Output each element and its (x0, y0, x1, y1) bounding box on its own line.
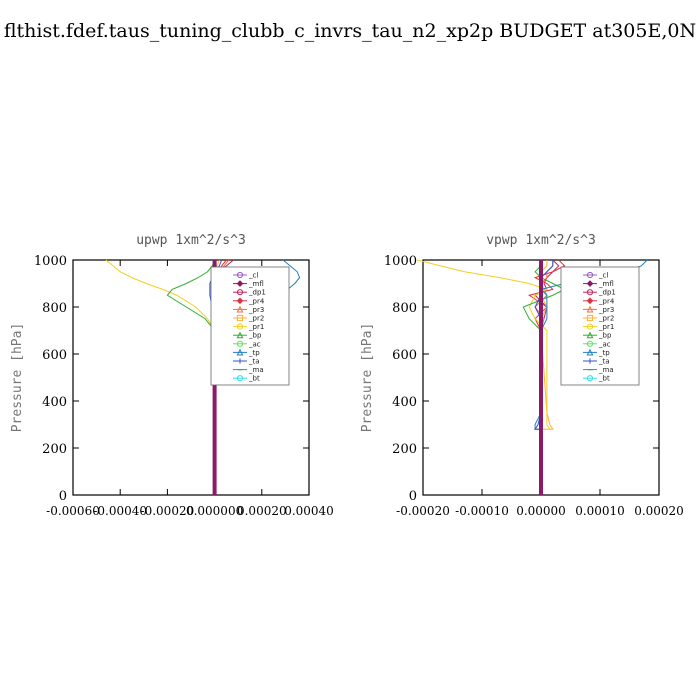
panel-2-ylabel: Pressure [hPa] (360, 323, 375, 433)
panel-2-ytick-label: 200 (392, 442, 417, 457)
panel-1-legend-marker-pr2 (236, 314, 244, 322)
panel-2-legend-label-cl: _cl (598, 272, 608, 280)
panel-2-series-pr3-line (534, 260, 554, 430)
panel-1-ytick-label: 600 (42, 348, 67, 363)
panel-1-legend-marker-mfl (236, 280, 244, 287)
panel-2-legend-marker-pr2 (586, 314, 594, 322)
panel-1-legend-marker-cl (236, 271, 244, 279)
panel-1-legend-marker-ta (237, 358, 243, 364)
panel-2-legend-marker-ac (586, 340, 594, 347)
panel-2-legend-label-pr1: _pr1 (598, 323, 614, 331)
panel-1-series-bp-line (166, 259, 216, 332)
panel-1-xtick-label: -0.00060 (46, 504, 100, 518)
panel-1-xtick-label: 0.00040 (284, 504, 334, 518)
panel-1-legend-marker-ac (236, 340, 244, 347)
panel-2-ytick-label: 1000 (384, 254, 417, 269)
panel-1-title: upwp 1xm^2/s^3 (136, 233, 246, 248)
panel-1-legend-label-pr2: _pr2 (248, 315, 264, 323)
panel-1-legend-marker-pr3 (236, 305, 244, 313)
panel-2-legend-marker-cl (586, 271, 594, 279)
panel-1-legend-label-mfl: _mfl (248, 280, 264, 288)
panel-1-xtick-label: 0.00020 (237, 504, 287, 518)
panel-1-legend-label-ac: _ac (248, 340, 261, 348)
panel-1-legend-label-pr3: _pr3 (248, 306, 264, 314)
panel-2-xtick-label: 0.00000 (516, 504, 566, 518)
panel-2-legend-label-bp: _bp (598, 332, 612, 340)
panel-1-legend-marker-pr4 (236, 297, 244, 305)
panel-1-legend-label-pr4: _pr4 (248, 297, 265, 305)
panel-2-xtick-label: -0.00010 (455, 504, 509, 518)
panel-2-legend-label-ma: _ma (598, 366, 614, 374)
panel-1-ytick-label: 800 (42, 301, 67, 316)
panel-1-legend-marker-pr1 (236, 323, 244, 330)
panel-2-legend-label-ta: _ta (598, 358, 610, 366)
panel-2-series-pr1-line (416, 259, 551, 430)
panel-1-xtick-label: 0.000000 (186, 504, 243, 518)
panel-2-ytick-label: 400 (392, 395, 417, 410)
panel-1-ytick-label: 1000 (34, 254, 67, 269)
panel-2-legend-label-tp: _tp (598, 349, 610, 357)
panel-2-legend-label-pr4: _pr4 (598, 297, 615, 305)
panel-2-legend-marker-pr1 (586, 323, 594, 330)
panel-1-ytick-label: 400 (42, 395, 67, 410)
panel-1-legend-label-dp1: _dp1 (248, 289, 266, 297)
panel-1-ytick-label: 0 (59, 489, 67, 504)
panel-2-series-ta-line (534, 260, 554, 430)
panel-1-legend-label-pr1: _pr1 (248, 323, 264, 331)
panel-1-legend-marker-tp (236, 348, 244, 356)
panel-1-series-pr1-line (105, 259, 216, 333)
panel-1-legend-box (210, 266, 290, 386)
panel-1-legend-marker-dp1 (236, 289, 244, 296)
panel-2-legend-box (560, 266, 640, 386)
panel-2-legend-label-mfl: _mfl (598, 280, 614, 288)
panel-1-xtick-label: -0.00040 (93, 504, 147, 518)
panel-2-legend-marker-mfl (586, 280, 594, 287)
panel-1-legend-label-bp: _bp (248, 332, 262, 340)
panel-1-plot-frame (72, 259, 310, 496)
panel-2-legend-label-dp1: _dp1 (598, 289, 616, 297)
panel-2-legend-marker-pr3 (586, 305, 594, 313)
panel-2-legend-marker-pr4 (586, 297, 594, 305)
panel-2-legend-label-bt: _bt (598, 375, 610, 383)
panel-2-xtick-label: -0.00020 (396, 504, 450, 518)
panel-2-ytick-label: 600 (392, 348, 417, 363)
panel-1-legend-marker-bp (236, 331, 244, 339)
panel-2-ytick-label: 800 (392, 301, 417, 316)
panel-2-title: vpwp 1xm^2/s^3 (486, 233, 596, 248)
panel-2-legend-marker-tp (586, 348, 594, 356)
page-title: flthist.fdef.taus_tuning_clubb_c_invrs_t… (3, 20, 697, 42)
panel-2-ytick-label: 0 (409, 489, 417, 504)
panel-2-legend-marker-bt (586, 375, 594, 382)
panel-1-legend-label-bt: _bt (248, 375, 260, 383)
panel-2-xtick-label: 0.00020 (634, 504, 684, 518)
panel-1-legend-label-ta: _ta (248, 358, 260, 366)
panel-2-legend-marker-ta (587, 358, 593, 364)
panel-2-xtick-label: 0.00010 (575, 504, 625, 518)
panel-2-legend-marker-bp (586, 331, 594, 339)
panel-2-legend-label-pr3: _pr3 (598, 306, 614, 314)
panel-1-ytick-label: 200 (42, 442, 67, 457)
panel-2-legend-label-pr2: _pr2 (598, 315, 614, 323)
panel-1-legend-label-tp: _tp (248, 349, 260, 357)
panel-2-legend-marker-dp1 (586, 289, 594, 296)
panel-1-legend-label-cl: _cl (248, 272, 258, 280)
panel-1-legend-marker-bt (236, 375, 244, 382)
panel-1-xtick-label: -0.00020 (141, 504, 195, 518)
panel-2-legend-label-ac: _ac (598, 340, 611, 348)
panel-1-ylabel: Pressure [hPa] (10, 323, 25, 433)
panel-1-legend-label-ma: _ma (248, 366, 264, 374)
